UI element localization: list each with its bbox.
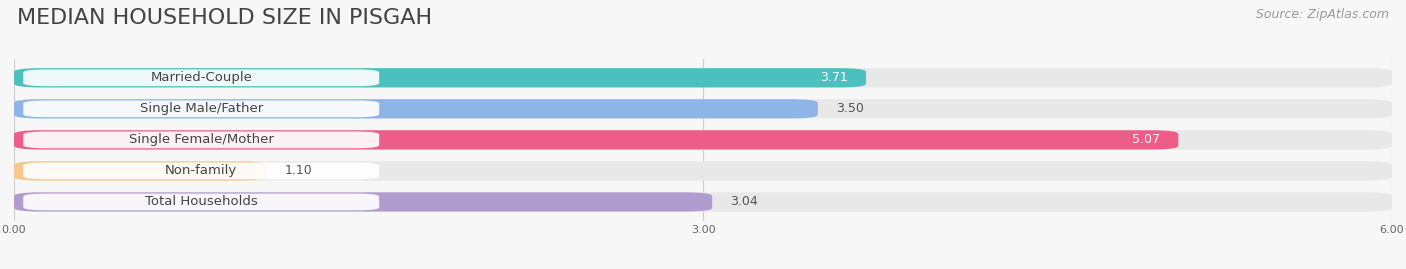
FancyBboxPatch shape: [14, 99, 818, 118]
FancyBboxPatch shape: [14, 192, 713, 212]
Text: 1.10: 1.10: [285, 164, 312, 178]
Text: Total Households: Total Households: [145, 196, 257, 208]
Text: Single Male/Father: Single Male/Father: [139, 102, 263, 115]
FancyBboxPatch shape: [24, 100, 380, 117]
FancyBboxPatch shape: [14, 68, 1392, 87]
FancyBboxPatch shape: [14, 130, 1392, 150]
FancyBboxPatch shape: [14, 68, 866, 87]
FancyBboxPatch shape: [14, 161, 267, 180]
FancyBboxPatch shape: [24, 132, 380, 148]
FancyBboxPatch shape: [24, 69, 380, 86]
FancyBboxPatch shape: [14, 130, 1178, 150]
FancyBboxPatch shape: [14, 192, 1392, 212]
Text: 3.04: 3.04: [731, 196, 758, 208]
Text: 3.50: 3.50: [837, 102, 865, 115]
Text: Non-family: Non-family: [165, 164, 238, 178]
FancyBboxPatch shape: [14, 161, 1392, 180]
FancyBboxPatch shape: [14, 99, 1392, 118]
FancyBboxPatch shape: [24, 162, 380, 179]
Text: MEDIAN HOUSEHOLD SIZE IN PISGAH: MEDIAN HOUSEHOLD SIZE IN PISGAH: [17, 8, 432, 28]
Text: Married-Couple: Married-Couple: [150, 71, 252, 84]
Text: 5.07: 5.07: [1132, 133, 1160, 146]
Text: 3.71: 3.71: [820, 71, 848, 84]
FancyBboxPatch shape: [24, 194, 380, 210]
Text: Source: ZipAtlas.com: Source: ZipAtlas.com: [1256, 8, 1389, 21]
Text: Single Female/Mother: Single Female/Mother: [129, 133, 274, 146]
